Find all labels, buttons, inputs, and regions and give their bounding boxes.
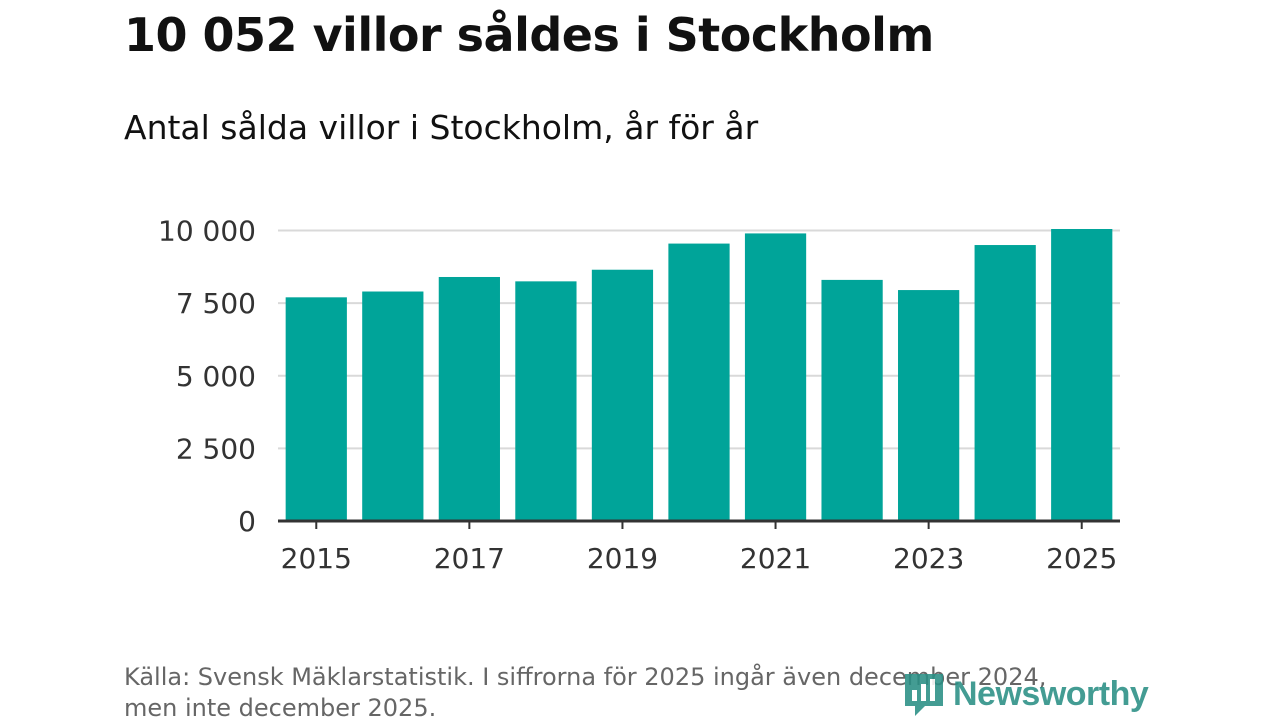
- y-axis-labels: 0 2 500 5 000 7 500 10 000: [158, 215, 256, 538]
- source-line-2: men inte december 2025.: [124, 694, 437, 722]
- chart-subtitle: Antal sålda villor i Stockholm, år för å…: [124, 108, 759, 147]
- y-tick-label: 5 000: [176, 360, 256, 393]
- bar-2019: [591, 269, 654, 521]
- bar-2015: [285, 297, 347, 521]
- bar-2024: [974, 245, 1036, 521]
- bar-2025: [1051, 229, 1113, 521]
- x-tick-label: 2023: [893, 542, 964, 575]
- bar-2020: [668, 243, 730, 521]
- x-tick-label: 2025: [1046, 542, 1117, 575]
- y-tick-label: 0: [238, 505, 256, 538]
- bar-2016: [362, 291, 424, 521]
- x-axis: 2015 2017 2019 2021 2023 2025: [278, 519, 1120, 575]
- x-tick-label: 2019: [587, 542, 658, 575]
- newsworthy-logo[interactable]: Newsworthy: [903, 670, 1149, 718]
- bar-2018: [515, 281, 577, 521]
- chart-title: 10 052 villor såldes i Stockholm: [124, 8, 934, 62]
- x-tick-label: 2017: [434, 542, 505, 575]
- bar-2021: [744, 233, 807, 521]
- x-tick-label: 2015: [281, 542, 352, 575]
- y-tick-label: 2 500: [176, 432, 256, 465]
- logo-text: Newsworthy: [953, 674, 1149, 713]
- source-note: Källa: Svensk Mäklarstatistik. I siffror…: [124, 662, 1124, 724]
- x-tick-label: 2021: [740, 542, 811, 575]
- bar-2022: [821, 279, 883, 521]
- bars: [285, 229, 1113, 521]
- y-tick-label: 10 000: [158, 215, 256, 248]
- bar-2017: [438, 276, 500, 521]
- source-line-1: Källa: Svensk Mäklarstatistik. I siffror…: [124, 663, 1047, 691]
- bar-2023: [898, 290, 960, 521]
- newsworthy-logo-icon: [905, 674, 943, 716]
- y-tick-label: 7 500: [176, 287, 256, 320]
